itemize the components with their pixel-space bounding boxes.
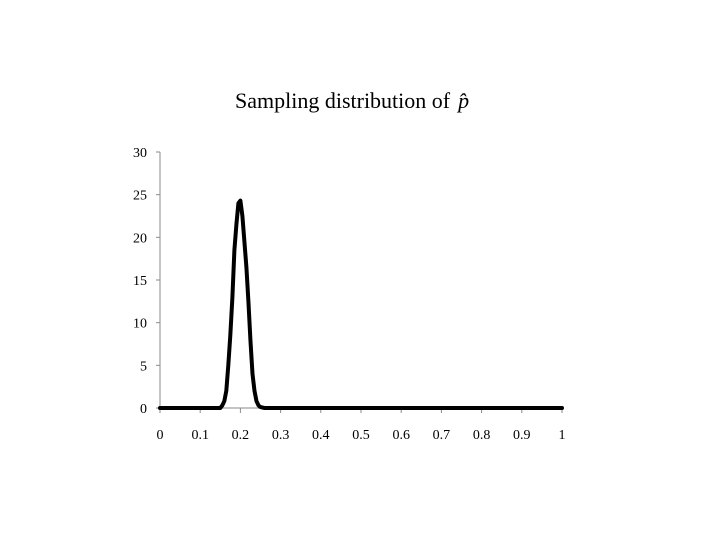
chart-title-text: Sampling distribution of: [235, 88, 451, 113]
x-tick-label: 0.6: [392, 428, 410, 443]
x-tick-label: 0.5: [352, 428, 370, 443]
y-tick-label: 10: [133, 317, 147, 332]
y-tick-label: 25: [133, 189, 147, 204]
x-tick-label: 0.9: [513, 428, 531, 443]
chart-title: Sampling distribution of p̂: [235, 88, 469, 113]
y-tick-label: 5: [140, 359, 147, 374]
x-tick-label: 0.8: [473, 428, 491, 443]
series-group: [158, 198, 564, 410]
chart-title-symbol: p̂: [456, 88, 469, 113]
y-tick-label: 15: [133, 274, 147, 289]
y-tick-label: 30: [133, 146, 147, 161]
y-tick-label: 0: [140, 402, 147, 417]
x-tick-label: 0.3: [272, 428, 290, 443]
series-line-0: [158, 198, 564, 410]
x-tick-label: 0.7: [433, 428, 451, 443]
y-tick-label: 20: [133, 231, 147, 246]
y-axis: 0 5 10 15 20 25 30: [133, 146, 161, 417]
x-axis: 0 0.1 0.2 0.3 0.4 0.5 0.6 0.7 0.8 0.9 1: [157, 407, 566, 443]
x-tick-label: 0: [157, 428, 164, 443]
x-tick-label: 0.1: [191, 428, 209, 443]
x-tick-label: 0.4: [312, 428, 330, 443]
x-tick-label: 1: [559, 428, 566, 443]
x-tick-label: 0.2: [232, 428, 250, 443]
